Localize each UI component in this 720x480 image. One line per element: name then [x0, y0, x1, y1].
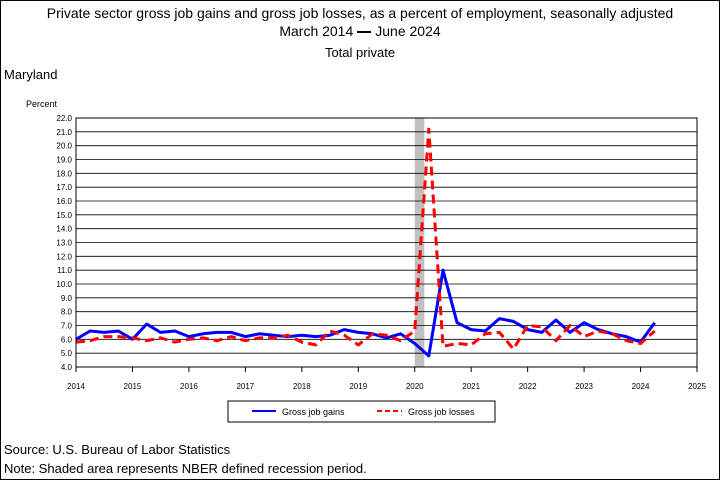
- y-tick-label: 22.0: [56, 114, 72, 123]
- y-tick-label: 10.0: [56, 280, 72, 289]
- x-tick-label: 2024: [632, 382, 650, 391]
- y-tick-label: 15.0: [56, 211, 72, 220]
- x-tick-label: 2021: [462, 382, 480, 391]
- legend-gains-label: Gross job gains: [282, 407, 345, 417]
- y-axis: 4.0 5.0 6.0 7.0 8.0 9.0 10.0 11.0 12.0 13.0 14.0 15…: [56, 114, 72, 372]
- subtitle-start: March 2014: [279, 23, 354, 39]
- state-label: Maryland: [4, 67, 58, 82]
- gross-job-gains-line: [75, 268, 656, 358]
- x-tick-label: 2015: [124, 382, 142, 391]
- x-tick-label: 2017: [236, 382, 254, 391]
- gross-job-losses-line: [75, 127, 656, 351]
- series-label: Total private: [324, 45, 396, 60]
- series-layer: [75, 127, 656, 358]
- chart-subtitle: March 2014 June 2024: [1, 23, 719, 39]
- y-tick-label: 8.0: [61, 308, 73, 317]
- y-tick-label: 11.0: [57, 266, 73, 275]
- x-tick-label: 2020: [406, 382, 424, 391]
- gridlines: [76, 117, 697, 368]
- y-tick-label: 12.0: [56, 252, 72, 261]
- x-tick-label: 2025: [688, 382, 706, 391]
- legend: Gross job gains Gross job losses: [227, 400, 496, 423]
- y-tick-label: 14.0: [56, 225, 72, 234]
- y-tick-label: 7.0: [61, 322, 73, 331]
- x-tick-label: 2019: [349, 382, 367, 391]
- y-tick-label: 6.0: [61, 335, 73, 344]
- y-tick-label: 21.0: [56, 128, 72, 137]
- y-tick-label: 13.0: [56, 239, 72, 248]
- y-axis-label: Percent: [26, 99, 58, 109]
- x-tick-label: 2018: [293, 382, 311, 391]
- y-tick-label: 19.0: [56, 156, 72, 165]
- y-tick-label: 5.0: [61, 349, 73, 358]
- recession-note: Note: Shaded area represents NBER define…: [4, 461, 367, 476]
- y-tick-label: 20.0: [56, 142, 72, 151]
- chart-svg: Percent 4.0 5.0 6.0 7.0 8.0 9.0 10.0 11.0 12.0 13…: [26, 99, 706, 423]
- y-tick-label: 17.0: [56, 183, 72, 192]
- x-tick-label: 2023: [575, 382, 593, 391]
- x-axis: 2014 2015 2016 2017 2018 2019 2020 2021 2022 2023…: [67, 367, 706, 391]
- chart-title: Private sector gross job gains and gross…: [46, 5, 674, 21]
- subtitle-dash: [357, 31, 372, 34]
- source-note: Source: U.S. Bureau of Labor Statistics: [4, 442, 231, 457]
- y-tick-label: 4.0: [61, 363, 73, 372]
- subtitle-end: June 2024: [375, 23, 441, 39]
- legend-box: [227, 400, 496, 423]
- y-tick-label: 9.0: [61, 294, 73, 303]
- y-tick-label: 16.0: [56, 197, 72, 206]
- y-tick-label: 18.0: [56, 169, 72, 178]
- x-tick-label: 2022: [519, 382, 537, 391]
- x-tick-label: 2016: [180, 382, 198, 391]
- plot-border: [75, 117, 698, 368]
- x-tick-label: 2014: [67, 382, 85, 391]
- legend-losses-label: Gross job losses: [408, 407, 475, 417]
